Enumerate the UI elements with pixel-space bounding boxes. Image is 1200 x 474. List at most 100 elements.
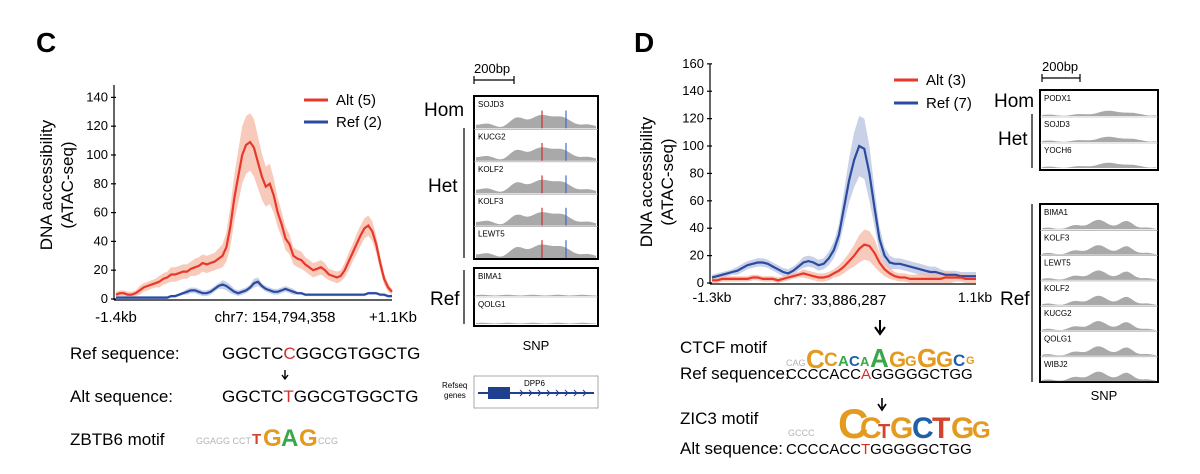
browser-c: 200bp Hom Het Ref SOJD3 KUCG2 KOLF2 KOLF3 LE…: [424, 61, 599, 409]
refseq-strand-tick: [546, 389, 551, 397]
chartD-ytick-label: 140: [682, 83, 704, 98]
zic-logo-g2: G: [951, 412, 974, 445]
panel-label-d: D: [634, 27, 654, 58]
refseq-strand-tick: [519, 389, 524, 397]
browser-d-group-ref: Ref: [1000, 289, 1030, 310]
refseq-strand-tick: [573, 389, 578, 397]
track-signal: [1042, 110, 1156, 116]
browser-d-scale: 200bp: [1042, 59, 1078, 74]
svg-text:GCCC: GCCC: [788, 428, 815, 438]
chart-c-line-alt: [115, 140, 393, 296]
seq-d-ref-label: Ref sequence:: [680, 364, 790, 383]
chart-d-line-ref: [711, 144, 976, 279]
legend-d-alt-label: Alt (3): [926, 72, 966, 89]
chart-d-xtick-center: chr7: 33,886,287: [774, 292, 887, 309]
chartD-ytick-label: 160: [682, 56, 704, 71]
chart-c-ylabel-1: DNA accessibility: [37, 119, 56, 250]
motif-c-logo-g1: G: [263, 425, 282, 452]
chartD-ytick-label: 100: [682, 138, 704, 153]
chart-c-xtick-center: chr7: 154,794,358: [215, 309, 336, 326]
panel-label-c: C: [36, 27, 56, 58]
track-label: BIMA1: [478, 272, 503, 281]
chart-c-band-alt: [116, 113, 392, 298]
ctcf-logo-g1: G: [889, 347, 906, 372]
refseq-strand-tick: [537, 389, 542, 397]
seq-d-alt-label: Alt sequence:: [680, 439, 783, 458]
motif-d-ctcf-label: CTCF motif: [680, 338, 767, 357]
refseq-c-label-1: Refseq: [442, 381, 467, 390]
seq-c-ref-label: Ref sequence:: [70, 344, 180, 363]
chartC-ytick-label: 140: [86, 89, 108, 104]
chartC-ytick-label: 100: [86, 147, 108, 162]
track-label: KUCG2: [1044, 309, 1072, 318]
refseq-strand-tick: [528, 389, 533, 397]
chartD-ytick-label: 60: [690, 193, 704, 208]
browser-c-group-het: Het: [428, 176, 458, 197]
chart-c: DNA accessibility (ATAC-seq) 0 20 40 60 80 10…: [37, 85, 417, 326]
browser-c-snp-label: SNP: [523, 338, 550, 353]
track-label: SOJD3: [1044, 120, 1070, 129]
ctcf-logo-g5: G: [966, 355, 975, 367]
ctcf-logo-a1: A: [838, 353, 849, 370]
chartC-ytick-label: 20: [94, 262, 108, 277]
zic-logo-g3: G: [972, 417, 991, 444]
ctcf-logo-g2: G: [905, 353, 917, 370]
chartD-ytick-label: 80: [690, 165, 704, 180]
track-label: BIMA1: [1044, 208, 1069, 217]
track-label: KUCG2: [478, 132, 506, 141]
chart-d: DNA accessibility (ATAC-seq) 0 20 40 60 80 10…: [637, 56, 992, 309]
chartC-ytick-label: 80: [94, 176, 108, 191]
browser-c-scale: 200bp: [474, 61, 510, 76]
ctcf-logo-c1: C: [806, 344, 825, 374]
browser-d-group-het: Het: [998, 129, 1028, 150]
track-signal: [1042, 136, 1156, 142]
chart-c-xtick-left: -1.4kb: [95, 309, 137, 326]
track-signal: [1042, 219, 1156, 230]
track-signal: [1042, 321, 1156, 331]
chartC-ytick-label: 40: [94, 233, 108, 248]
track-signal: [1042, 371, 1156, 382]
track-signal: [1042, 245, 1156, 255]
chartC-ytick-label: 60: [94, 205, 108, 220]
ctcf-logo-a2: A: [860, 354, 870, 369]
browser-c-group-hom: Hom: [424, 100, 464, 121]
legend-d-ref-label: Ref (7): [926, 95, 972, 112]
arrow-d-ctcf-icon: [874, 320, 886, 336]
arrow-d-zic-icon: [877, 398, 887, 412]
motif-c-logo-a: A: [281, 425, 298, 452]
chartD-ytick-label: 120: [682, 111, 704, 126]
refseq-c-gene-name: DPP6: [524, 379, 545, 388]
motif-c-logo-g2: G: [299, 425, 318, 452]
motif-d-zic-label: ZIC3 motif: [680, 409, 759, 428]
seq-c-alt-sequence: GGCTCTGGCGTGGCTG: [222, 387, 418, 406]
zic-logo-c2: C: [860, 412, 882, 445]
zic-logo-t1: T: [878, 421, 890, 443]
track-signal: [476, 294, 596, 296]
seq-c-ref-sequence: GGCTCCGGCGTGGCTG: [222, 344, 420, 363]
browser-d-group-hom: Hom: [994, 91, 1034, 112]
ctcf-logo-g4: G: [936, 347, 953, 372]
chartD-ytick-label: 40: [690, 220, 704, 235]
zic-logo-c3: C: [912, 412, 934, 445]
chartC-ytick-label: 0: [101, 291, 108, 306]
motif-d-ctcf-logo: CAG C C A C A A G G G G C G: [786, 343, 975, 374]
chart-d-xtick-left: -1.3kb: [693, 289, 732, 305]
motif-d-zic-logo: GCCC C C T G C T G G: [788, 400, 991, 447]
track-signal: [1042, 270, 1156, 280]
zic-logo-t2: T: [932, 412, 950, 445]
chart-d-band-ref: [712, 115, 976, 281]
chart-c-ylabel-2: (ATAC-seq): [58, 141, 77, 228]
refseq-strand-tick: [555, 389, 560, 397]
chart-d-xtick-right: 1.1kb: [958, 289, 992, 305]
ctcf-logo-c4: C: [953, 351, 965, 370]
chart-d-ylabel-2: (ATAC-seq): [658, 138, 677, 225]
ctcf-logo-g3: G: [917, 343, 937, 373]
chart-c-line-ref: [116, 280, 392, 299]
refseq-strand-tick: [564, 389, 569, 397]
legend-c-ref-label: Ref (2): [336, 114, 382, 131]
seq-d-ref-sequence: CCCCACCAGGGGGCTGG: [786, 366, 973, 383]
zic-logo-c1: C: [838, 400, 868, 447]
track-label: KOLF3: [478, 197, 504, 206]
track-label: WIBJ2: [1044, 360, 1068, 369]
